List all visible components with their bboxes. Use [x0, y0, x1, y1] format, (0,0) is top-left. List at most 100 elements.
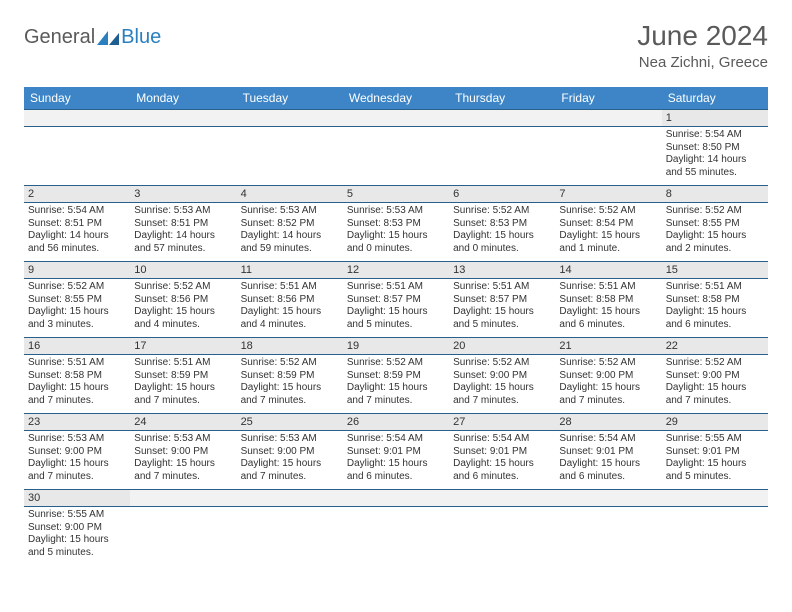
sunset-text: Sunset: 8:52 PM [241, 218, 339, 231]
day-number-cell: 30 [24, 490, 130, 507]
day-number-cell: 8 [662, 186, 768, 203]
weekday-header: Friday [555, 87, 661, 110]
daylight-text: Daylight: 15 hours and 7 minutes. [28, 382, 126, 407]
daylight-text: Daylight: 15 hours and 5 minutes. [347, 306, 445, 331]
day-number-cell: 25 [237, 414, 343, 431]
day-number-cell [130, 490, 236, 507]
sunset-text: Sunset: 9:00 PM [559, 370, 657, 383]
day-data-cell: Sunrise: 5:51 AMSunset: 8:59 PMDaylight:… [130, 355, 236, 414]
day-number-cell: 6 [449, 186, 555, 203]
daylight-text: Daylight: 15 hours and 7 minutes. [347, 382, 445, 407]
daylight-text: Daylight: 15 hours and 7 minutes. [241, 458, 339, 483]
day-data-cell: Sunrise: 5:52 AMSunset: 8:55 PMDaylight:… [662, 203, 768, 262]
sunrise-text: Sunrise: 5:51 AM [347, 281, 445, 294]
sunset-text: Sunset: 8:58 PM [666, 294, 764, 307]
day-number-cell: 19 [343, 338, 449, 355]
day-number-cell: 28 [555, 414, 661, 431]
sunrise-text: Sunrise: 5:51 AM [134, 357, 232, 370]
logo-general-text: General [24, 26, 95, 49]
day-data-cell: Sunrise: 5:52 AMSunset: 9:00 PMDaylight:… [555, 355, 661, 414]
sunrise-text: Sunrise: 5:53 AM [28, 433, 126, 446]
sunrise-text: Sunrise: 5:53 AM [134, 433, 232, 446]
day-data-cell: Sunrise: 5:54 AMSunset: 9:01 PMDaylight:… [343, 431, 449, 490]
day-number-cell: 21 [555, 338, 661, 355]
day-number-cell [130, 110, 236, 127]
sunrise-text: Sunrise: 5:51 AM [666, 281, 764, 294]
weekday-header: Saturday [662, 87, 768, 110]
daylight-text: Daylight: 15 hours and 7 minutes. [134, 458, 232, 483]
day-number-cell: 12 [343, 262, 449, 279]
daylight-text: Daylight: 15 hours and 6 minutes. [453, 458, 551, 483]
day-number-cell: 18 [237, 338, 343, 355]
day-data-cell: Sunrise: 5:55 AMSunset: 9:00 PMDaylight:… [24, 507, 130, 566]
day-data-cell [555, 127, 661, 186]
daylight-text: Daylight: 15 hours and 7 minutes. [666, 382, 764, 407]
day-number-cell [343, 490, 449, 507]
day-number-cell: 29 [662, 414, 768, 431]
day-number-cell [662, 490, 768, 507]
daylight-text: Daylight: 15 hours and 7 minutes. [134, 382, 232, 407]
day-number-cell: 7 [555, 186, 661, 203]
sunset-text: Sunset: 9:01 PM [559, 446, 657, 459]
day-number-cell: 27 [449, 414, 555, 431]
day-data-cell [130, 507, 236, 566]
sunset-text: Sunset: 9:00 PM [28, 446, 126, 459]
daylight-text: Daylight: 15 hours and 7 minutes. [453, 382, 551, 407]
sunrise-text: Sunrise: 5:54 AM [666, 129, 764, 142]
sunset-text: Sunset: 8:53 PM [347, 218, 445, 231]
day-number-cell: 15 [662, 262, 768, 279]
brand-logo: General Blue [24, 26, 161, 49]
day-number-cell [555, 110, 661, 127]
day-data-cell: Sunrise: 5:53 AMSunset: 9:00 PMDaylight:… [237, 431, 343, 490]
day-number-cell: 9 [24, 262, 130, 279]
daynum-row: 9101112131415 [24, 262, 768, 279]
day-number-cell [449, 490, 555, 507]
day-data-cell [130, 127, 236, 186]
week-row: Sunrise: 5:55 AMSunset: 9:00 PMDaylight:… [24, 507, 768, 566]
day-data-cell: Sunrise: 5:52 AMSunset: 9:00 PMDaylight:… [662, 355, 768, 414]
week-row: Sunrise: 5:52 AMSunset: 8:55 PMDaylight:… [24, 279, 768, 338]
day-data-cell [237, 127, 343, 186]
day-data-cell: Sunrise: 5:52 AMSunset: 8:55 PMDaylight:… [24, 279, 130, 338]
calendar-body: 1 Sunrise: 5:54 AMSunset: 8:50 PMDayligh… [24, 110, 768, 566]
day-data-cell: Sunrise: 5:53 AMSunset: 8:52 PMDaylight:… [237, 203, 343, 262]
day-number-cell [237, 490, 343, 507]
weekday-header: Monday [130, 87, 236, 110]
sunset-text: Sunset: 8:57 PM [453, 294, 551, 307]
sunrise-text: Sunrise: 5:53 AM [241, 433, 339, 446]
sunrise-text: Sunrise: 5:54 AM [559, 433, 657, 446]
day-data-cell: Sunrise: 5:54 AMSunset: 9:01 PMDaylight:… [555, 431, 661, 490]
day-data-cell: Sunrise: 5:52 AMSunset: 8:59 PMDaylight:… [343, 355, 449, 414]
sunset-text: Sunset: 9:01 PM [347, 446, 445, 459]
day-data-cell: Sunrise: 5:52 AMSunset: 9:00 PMDaylight:… [449, 355, 555, 414]
daynum-row: 1 [24, 110, 768, 127]
sail-icon [97, 31, 119, 45]
daylight-text: Daylight: 15 hours and 5 minutes. [28, 534, 126, 559]
day-number-cell: 14 [555, 262, 661, 279]
day-number-cell: 10 [130, 262, 236, 279]
daylight-text: Daylight: 15 hours and 2 minutes. [666, 230, 764, 255]
day-number-cell: 4 [237, 186, 343, 203]
day-number-cell: 11 [237, 262, 343, 279]
daylight-text: Daylight: 15 hours and 0 minutes. [347, 230, 445, 255]
day-data-cell [343, 127, 449, 186]
daylight-text: Daylight: 15 hours and 6 minutes. [347, 458, 445, 483]
day-number-cell: 1 [662, 110, 768, 127]
daylight-text: Daylight: 14 hours and 56 minutes. [28, 230, 126, 255]
weekday-header: Wednesday [343, 87, 449, 110]
day-number-cell: 24 [130, 414, 236, 431]
sunrise-text: Sunrise: 5:54 AM [347, 433, 445, 446]
daylight-text: Daylight: 14 hours and 59 minutes. [241, 230, 339, 255]
sunset-text: Sunset: 8:58 PM [28, 370, 126, 383]
day-number-cell: 16 [24, 338, 130, 355]
sunrise-text: Sunrise: 5:51 AM [241, 281, 339, 294]
day-data-cell: Sunrise: 5:54 AMSunset: 8:51 PMDaylight:… [24, 203, 130, 262]
day-number-cell: 5 [343, 186, 449, 203]
header: General Blue June 2024 Nea Zichni, Greec… [24, 20, 768, 71]
sunrise-text: Sunrise: 5:51 AM [453, 281, 551, 294]
weekday-header: Tuesday [237, 87, 343, 110]
day-data-cell: Sunrise: 5:51 AMSunset: 8:57 PMDaylight:… [449, 279, 555, 338]
day-data-cell: Sunrise: 5:51 AMSunset: 8:56 PMDaylight:… [237, 279, 343, 338]
sunrise-text: Sunrise: 5:52 AM [666, 357, 764, 370]
week-row: Sunrise: 5:54 AMSunset: 8:50 PMDaylight:… [24, 127, 768, 186]
